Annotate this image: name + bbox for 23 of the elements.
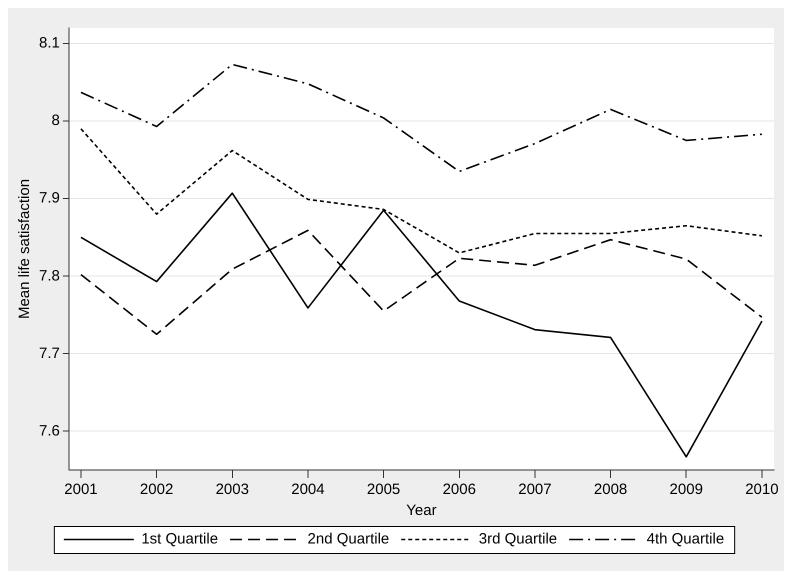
y-axis-title: Mean life satisfaction: [16, 178, 34, 320]
x-tick-label: 2007: [518, 481, 552, 498]
y-tick-label: 7.6: [38, 422, 60, 440]
legend-label: 3rd Quartile: [478, 530, 558, 548]
y-tick-label: 8: [52, 112, 60, 130]
y-tick-label: 7.8: [38, 267, 60, 284]
x-tick-label: 2008: [594, 481, 628, 498]
y-tick-label: 7.7: [38, 344, 60, 362]
x-tick-label: 2004: [291, 481, 325, 498]
x-tick-label: 2006: [442, 481, 476, 498]
line-series: [80, 64, 763, 172]
x-axis-title: Year: [406, 502, 437, 520]
legend-label: 4th Quartile: [646, 530, 724, 548]
x-tick-label: 2002: [140, 481, 174, 498]
x-tick-label: 2003: [216, 481, 249, 498]
x-tick-label: 2001: [64, 481, 98, 498]
x-tick-label: 2010: [745, 481, 779, 498]
y-tick-label: 7.9: [38, 190, 60, 207]
x-tick-label: 2005: [366, 481, 400, 498]
x-tick-label: 2009: [670, 481, 703, 498]
legend-label: 2nd Quartile: [308, 530, 390, 548]
legend-label: 1st Quartile: [141, 530, 218, 548]
y-tick-label: 8.1: [38, 34, 60, 52]
